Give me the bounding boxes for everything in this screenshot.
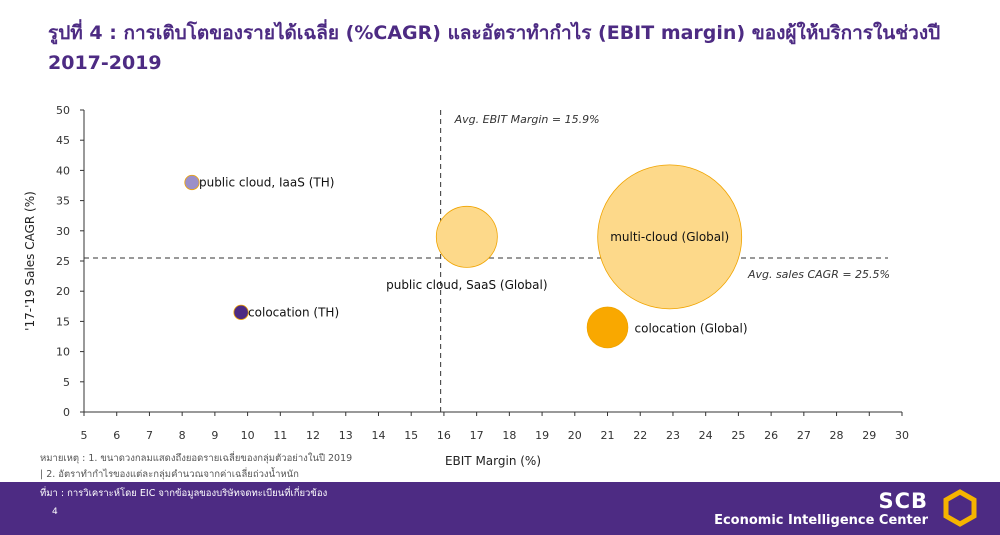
- label-colocation-th: colocation (TH): [248, 305, 339, 319]
- x-tick-label: 19: [535, 429, 549, 442]
- x-tick-label: 26: [764, 429, 778, 442]
- x-tick-label: 20: [568, 429, 582, 442]
- label-public-cloud-saas-global: public cloud, SaaS (Global): [386, 278, 547, 292]
- x-tick-label: 8: [179, 429, 186, 442]
- bubble-public-cloud-iaas-th: [184, 174, 200, 191]
- source-note: ที่มา : การวิเคราะห์โดย EIC จากข้อมูลของ…: [40, 488, 328, 499]
- labels: public cloud, IaaS (TH) colocation (TH) pu…: [199, 175, 748, 335]
- chart-title: รูปที่ 4 : การเติบโตของรายได้เฉลี่ย (%CA…: [48, 18, 968, 78]
- y-tick-label: 45: [56, 134, 70, 147]
- x-tick-label: 13: [339, 429, 353, 442]
- x-tick-label: 22: [633, 429, 647, 442]
- page-number: 4: [52, 507, 58, 517]
- x-tick-label: 29: [862, 429, 876, 442]
- x-tick-label: 15: [404, 429, 418, 442]
- bubble-public-cloud-saas-global: [435, 205, 498, 268]
- brand-block: SCB Economic Intelligence Center: [714, 490, 928, 530]
- x-tick-label: 18: [502, 429, 516, 442]
- x-tick-label: 11: [273, 429, 287, 442]
- y-tick-label: 50: [56, 104, 70, 117]
- footer-bar: ที่มา : การวิเคราะห์โดย EIC จากข้อมูลของ…: [0, 482, 1000, 535]
- bubble-multi-cloud-global: [597, 164, 743, 310]
- x-tick-label: 27: [797, 429, 811, 442]
- x-tick-label: 7: [146, 429, 153, 442]
- x-tick-label: 14: [371, 429, 385, 442]
- brand-subtitle: Economic Intelligence Center: [714, 513, 928, 528]
- label-colocation-global: colocation (Global): [635, 321, 748, 335]
- x-tick-label: 23: [666, 429, 680, 442]
- x-axis-label: EBIT Margin (%): [445, 454, 541, 468]
- x-tick-label: 30: [895, 429, 909, 442]
- y-tick-label: 5: [63, 376, 70, 389]
- x-tick-label: 28: [830, 429, 844, 442]
- chart-notes: หมายเหตุ : 1. ขนาดวงกลมแสดงถึงยอดรายเฉลี…: [40, 451, 352, 483]
- chart-title-line1: รูปที่ 4 : การเติบโตของรายได้เฉลี่ย (%CA…: [48, 22, 941, 44]
- note-1: หมายเหตุ : 1. ขนาดวงกลมแสดงถึงยอดรายเฉลี…: [40, 453, 353, 464]
- bubbles: [184, 164, 743, 349]
- x-tick-label: 16: [437, 429, 451, 442]
- x-tick-label: 5: [81, 429, 88, 442]
- y-axis-label: '17-'19 Sales CAGR (%): [23, 191, 37, 331]
- ref-label-ebit: Avg. EBIT Margin = 15.9%: [454, 113, 600, 126]
- x-tick-label: 6: [113, 429, 120, 442]
- reference-lines: Avg. EBIT Margin = 15.9% Avg. sales CAGR …: [84, 110, 890, 412]
- y-tick-label: 15: [56, 315, 70, 328]
- chart-title-line2: 2017-2019: [48, 52, 162, 74]
- x-tick-label: 10: [241, 429, 255, 442]
- x-tick-label: 25: [731, 429, 745, 442]
- bubble-chart: Avg. EBIT Margin = 15.9% Avg. sales CAGR …: [23, 104, 909, 468]
- note-2: | 2. อัตราทำกำไรของแต่ละกลุ่มคำนวณจากค่า…: [40, 469, 299, 480]
- y-tick-label: 30: [56, 225, 70, 238]
- x-tick-label: 24: [699, 429, 713, 442]
- y-tick-label: 35: [56, 195, 70, 208]
- brand-name: SCB: [878, 489, 928, 513]
- scb-logo-icon: [943, 489, 977, 527]
- x-tick-label: 9: [211, 429, 218, 442]
- y-tick-label: 10: [56, 346, 70, 359]
- y-tick-label: 20: [56, 285, 70, 298]
- bubble-colocation-global: [586, 306, 629, 349]
- bubble-colocation-th: [233, 304, 249, 320]
- x-tick-label: 21: [601, 429, 615, 442]
- x-tick-label: 12: [306, 429, 320, 442]
- y-tick-label: 25: [56, 255, 70, 268]
- x-tick-label: 17: [470, 429, 484, 442]
- label-multi-cloud-global: multi-cloud (Global): [610, 230, 729, 244]
- y-tick-label: 0: [63, 406, 70, 419]
- y-tick-label: 40: [56, 164, 70, 177]
- label-public-cloud-iaas-th: public cloud, IaaS (TH): [199, 175, 334, 189]
- ref-label-cagr: Avg. sales CAGR = 25.5%: [747, 268, 890, 281]
